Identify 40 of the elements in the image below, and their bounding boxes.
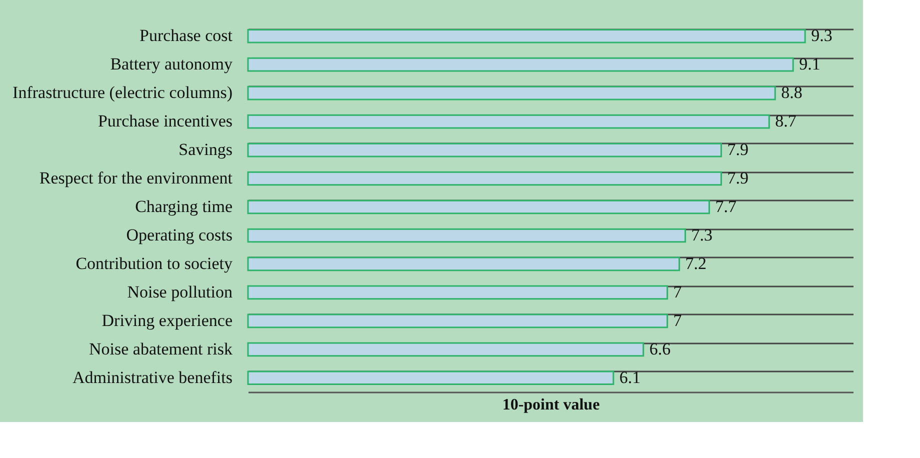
data-label: 7.7 [715, 197, 737, 216]
data-label: 7.9 [727, 168, 748, 188]
y-tick-label: Noise abatement risk [88, 339, 233, 358]
data-label: 7.3 [691, 225, 713, 244]
bar [247, 256, 680, 272]
y-tick-label: Savings [178, 140, 232, 160]
data-label: 7 [673, 310, 682, 330]
data-label: 6.6 [649, 339, 671, 358]
bar [247, 28, 806, 44]
data-label: 9.3 [811, 26, 832, 46]
bar [247, 57, 794, 72]
bar [247, 228, 686, 243]
bar [247, 200, 710, 214]
bar [247, 285, 668, 300]
y-tick-label: Noise pollution [127, 282, 233, 302]
x-axis-title: 10-point value [502, 396, 600, 414]
data-label: 9.1 [799, 54, 820, 74]
data-label: 6.1 [619, 368, 641, 387]
data-label: 7.2 [685, 254, 707, 273]
bar [247, 114, 770, 129]
data-label: 7 [673, 282, 682, 302]
bar [247, 314, 668, 328]
y-tick-label: Purchase incentives [98, 112, 232, 131]
y-tick-label: Driving experience [102, 310, 232, 330]
data-label: 8.8 [781, 83, 802, 102]
bar [247, 171, 722, 186]
y-tick-label: Respect for the environment [39, 168, 233, 188]
y-tick-label: Battery autonomy [110, 54, 233, 74]
y-tick-label: Operating costs [126, 225, 232, 244]
bar [247, 370, 614, 386]
data-label: 7.9 [727, 140, 748, 160]
data-label: 8.7 [775, 112, 797, 131]
y-tick-label: Contribution to society [76, 254, 233, 273]
y-tick-label: Administrative benefits [72, 368, 232, 387]
y-tick-label: Purchase cost [139, 26, 233, 46]
bar [247, 342, 644, 357]
y-tick-label: Charging time [135, 197, 232, 216]
bar [247, 142, 722, 158]
y-tick-label: Infrastructure (electric columns) [12, 83, 232, 102]
bar [247, 86, 776, 100]
